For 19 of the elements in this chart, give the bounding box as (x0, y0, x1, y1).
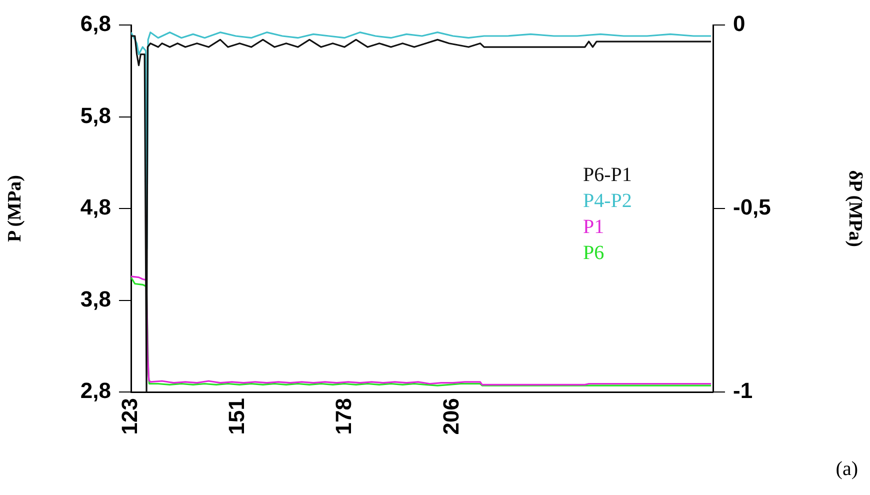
y-tick-label: 3,8 (80, 286, 111, 312)
text: P6-P1 (583, 164, 632, 186)
text: P4-P2 (583, 190, 632, 212)
y-tick-label: 4,8 (80, 194, 111, 220)
text: P6 (583, 242, 604, 264)
y2-axis-title: δP (MPa) (844, 170, 866, 247)
y-tick-label: 6,8 (80, 11, 111, 36)
y-axis-title: P (MPa) (4, 174, 26, 242)
y-tick-label: 2,8 (80, 378, 111, 404)
x-tick-label: 151 (224, 398, 250, 435)
text: P1 (583, 216, 604, 238)
y2-tick-label: -0,5 (733, 194, 771, 220)
y2-tick-label: 0 (733, 11, 746, 36)
x-tick-label: 123 (117, 398, 142, 435)
x-tick-label: 178 (331, 398, 356, 435)
y-tick-label: 5,8 (80, 102, 111, 128)
text: (a) (836, 458, 858, 480)
x-tick-label: 206 (438, 398, 464, 435)
y2-tick-label: -1 (733, 378, 753, 404)
